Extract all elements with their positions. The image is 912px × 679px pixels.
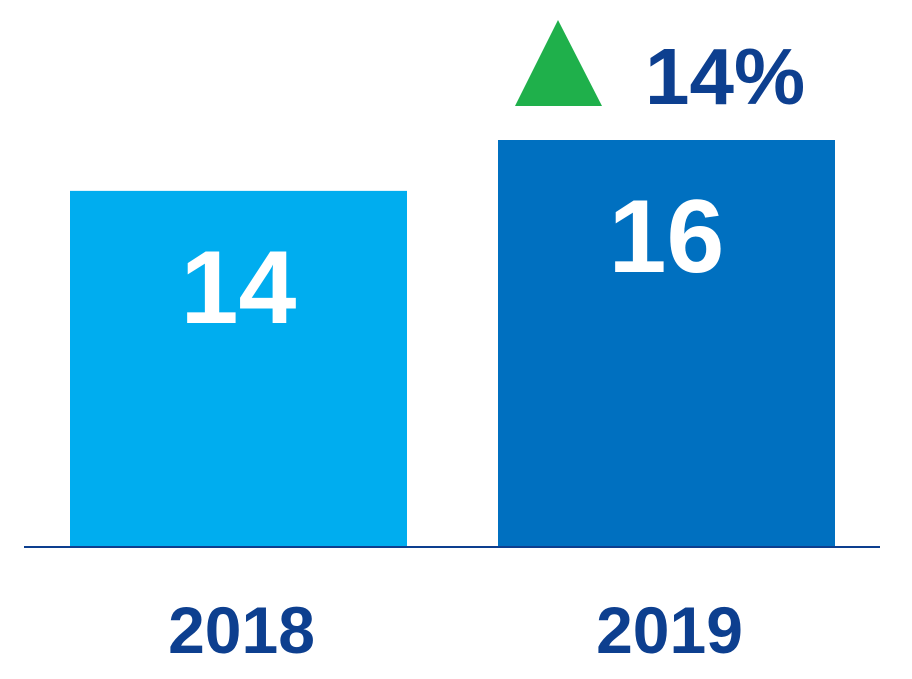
value-label-2019: 16 <box>609 179 725 295</box>
change-percent-label: 14% <box>645 32 805 121</box>
x-axis-tick-labels: 2018 2019 <box>168 593 743 667</box>
value-labels: 14 16 <box>181 179 725 346</box>
bar-2019 <box>498 140 835 547</box>
x-tick-label-2018: 2018 <box>168 593 315 667</box>
value-label-2018: 14 <box>181 230 297 346</box>
bar-2018 <box>70 190 407 547</box>
x-tick-label-2019: 2019 <box>596 593 743 667</box>
triangle-up-icon <box>515 20 602 106</box>
bars <box>70 140 835 547</box>
change-annotation: 14% <box>515 20 805 121</box>
